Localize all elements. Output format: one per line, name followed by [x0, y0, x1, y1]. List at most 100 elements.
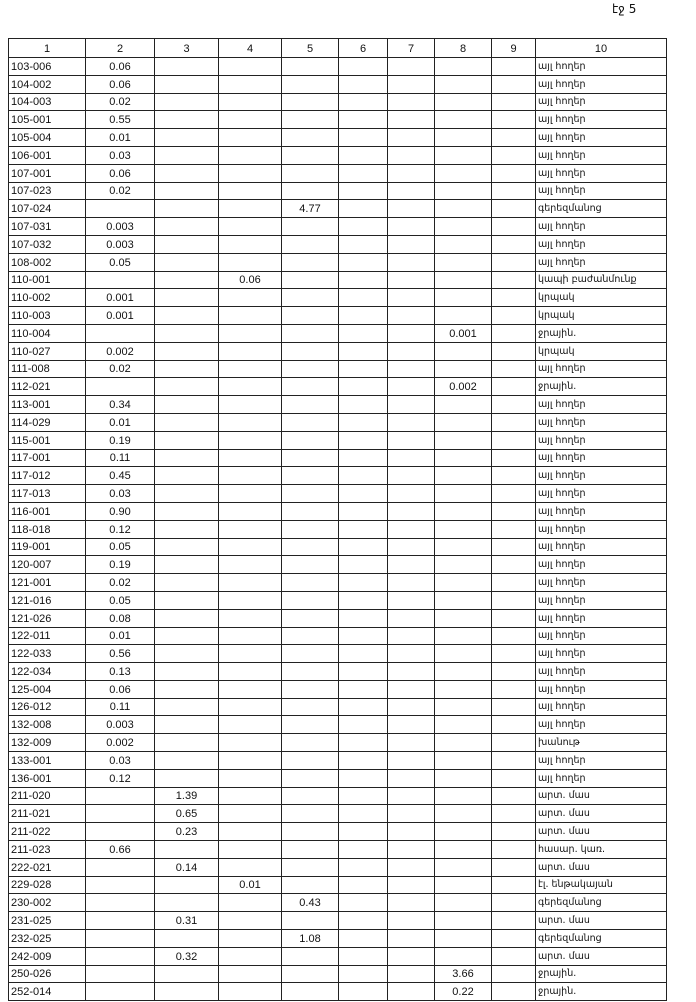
- area-cell-col-9: [491, 911, 536, 931]
- table-row: 107-032 0.003 այլ հողեր: [8, 234, 667, 254]
- area-cell-col-8: [434, 626, 492, 646]
- area-cell-col-3: [154, 57, 219, 76]
- area-cell-col-5: [281, 768, 339, 788]
- land-use-description: գերեզմանոց: [535, 929, 667, 948]
- area-cell-col-3: [154, 252, 219, 272]
- area-cell-col-9: [491, 946, 536, 966]
- area-cell-col-7: [387, 537, 435, 557]
- area-cell-col-6: [338, 608, 388, 628]
- area-cell-col-5: 1.08: [281, 929, 339, 948]
- table-row: 110-002 0.001 կրպակ: [8, 288, 667, 308]
- area-cell-col-4: [218, 288, 282, 308]
- area-cell-col-2: 0.19: [85, 555, 155, 575]
- area-cell-col-5: [281, 911, 339, 931]
- land-use-description: այլ հողեր: [535, 110, 667, 130]
- area-cell-col-7: [387, 163, 435, 183]
- area-cell-col-6: [338, 626, 388, 646]
- area-cell-col-5: [281, 306, 339, 325]
- area-cell-col-6: [338, 697, 388, 717]
- area-cell-col-8: [434, 270, 492, 290]
- area-cell-col-5: [281, 430, 339, 450]
- area-cell-col-9: [491, 786, 536, 806]
- area-cell-col-8: [434, 234, 492, 254]
- table-row: 122-033 0.56 այլ հողեր: [8, 644, 667, 664]
- area-cell-col-7: [387, 573, 435, 592]
- area-cell-col-4: [218, 786, 282, 806]
- area-cell-col-3: [154, 501, 219, 521]
- land-use-description: այլ հողեր: [535, 359, 667, 379]
- area-cell-col-5: [281, 288, 339, 308]
- area-cell-col-5: [281, 733, 339, 753]
- area-cell-col-5: [281, 341, 339, 361]
- area-cell-col-6: [338, 412, 388, 432]
- table-row: 121-016 0.05 այլ հողեր: [8, 590, 667, 610]
- land-use-description: խանութ: [535, 733, 667, 753]
- area-cell-col-5: 0.43: [281, 893, 339, 913]
- area-cell-col-6: [338, 644, 388, 664]
- area-cell-col-3: [154, 768, 219, 788]
- area-cell-col-8: [434, 448, 492, 468]
- parcel-code: 133-001: [8, 751, 86, 770]
- area-cell-col-4: [218, 395, 282, 414]
- area-cell-col-3: 0.65: [154, 804, 219, 824]
- area-cell-col-4: [218, 946, 282, 966]
- area-cell-col-9: [491, 608, 536, 628]
- area-cell-col-5: [281, 626, 339, 646]
- area-cell-col-8: [434, 786, 492, 806]
- area-cell-col-9: [491, 555, 536, 575]
- area-cell-col-8: [434, 395, 492, 414]
- table-row: 115-001 0.19 այլ հողեր: [8, 430, 667, 450]
- area-cell-col-7: [387, 74, 435, 94]
- land-use-description: այլ հողեր: [535, 412, 667, 432]
- land-use-description: այլ հողեր: [535, 234, 667, 254]
- table-row: 133-001 0.03 այլ հողեր: [8, 751, 667, 770]
- area-cell-col-2: 0.11: [85, 697, 155, 717]
- area-cell-col-5: [281, 377, 339, 397]
- area-cell-col-8: 0.002: [434, 377, 492, 397]
- area-cell-col-8: [434, 519, 492, 539]
- area-cell-col-9: [491, 573, 536, 592]
- area-cell-col-6: [338, 57, 388, 76]
- area-cell-col-2: [85, 822, 155, 842]
- land-use-description: այլ հողեր: [535, 679, 667, 699]
- land-use-description: գերեզմանոց: [535, 199, 667, 219]
- area-cell-col-2: [85, 270, 155, 290]
- area-cell-col-8: [434, 804, 492, 824]
- area-cell-col-7: [387, 110, 435, 130]
- area-cell-col-7: [387, 893, 435, 913]
- area-cell-col-8: [434, 466, 492, 486]
- area-cell-col-5: [281, 395, 339, 414]
- area-cell-col-7: [387, 92, 435, 112]
- table-row: 108-002 0.05 այլ հողեր: [8, 252, 667, 272]
- area-cell-col-2: [85, 946, 155, 966]
- area-cell-col-7: [387, 733, 435, 753]
- area-cell-col-7: [387, 57, 435, 76]
- land-use-description: այլ հողեր: [535, 430, 667, 450]
- area-cell-col-2: 0.12: [85, 519, 155, 539]
- area-cell-col-9: [491, 163, 536, 183]
- land-use-description: այլ հողեր: [535, 252, 667, 272]
- area-cell-col-4: [218, 74, 282, 94]
- table-row: 107-023 0.02 այլ հողեր: [8, 181, 667, 201]
- area-cell-col-7: [387, 608, 435, 628]
- area-cell-col-2: 0.03: [85, 751, 155, 770]
- table-row: 132-008 0.003 այլ հողեր: [8, 715, 667, 735]
- area-cell-col-5: [281, 608, 339, 628]
- area-cell-col-7: [387, 519, 435, 539]
- area-cell-col-2: 0.001: [85, 288, 155, 308]
- area-cell-col-7: [387, 145, 435, 165]
- area-cell-col-3: [154, 875, 219, 895]
- area-cell-col-2: [85, 323, 155, 343]
- area-cell-col-3: [154, 181, 219, 201]
- area-cell-col-5: [281, 662, 339, 681]
- table-row: 120-007 0.19 այլ հողեր: [8, 555, 667, 575]
- area-cell-col-3: [154, 964, 219, 984]
- table-row: 211-022 0.23 արտ. մաս: [8, 822, 667, 842]
- table-row: 110-027 0.002 կրպակ: [8, 341, 667, 361]
- area-cell-col-2: 0.003: [85, 234, 155, 254]
- area-cell-col-8: [434, 733, 492, 753]
- area-cell-col-8: [434, 679, 492, 699]
- area-cell-col-5: [281, 448, 339, 468]
- parcel-code: 122-033: [8, 644, 86, 664]
- parcel-code: 211-023: [8, 840, 86, 859]
